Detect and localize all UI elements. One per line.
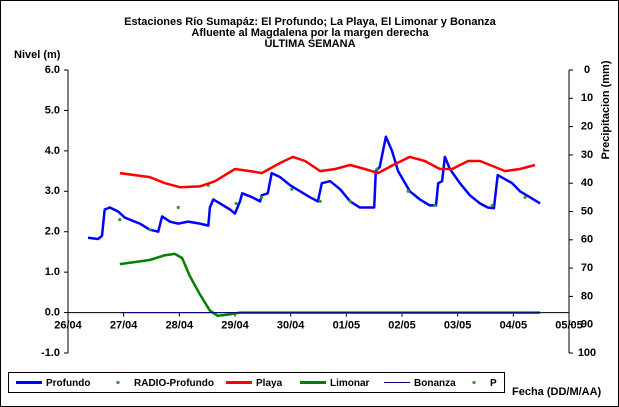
series-line xyxy=(87,135,541,241)
y2-tick-label: 40 xyxy=(581,177,593,189)
legend-label: Profundo xyxy=(46,378,90,389)
x-tick-label: 29/04 xyxy=(221,319,249,331)
legend-label: RADIO-Profundo xyxy=(134,378,214,389)
legend-label: P xyxy=(490,378,497,389)
y2-axis-label: Precipitacion (mm) xyxy=(600,60,612,159)
x-tick-label: 30/04 xyxy=(277,319,305,331)
chart-subtitle: ULTIMA SEMANA xyxy=(264,38,355,50)
y-tick-label: 4.0 xyxy=(45,145,60,157)
data-point xyxy=(375,167,379,171)
x-tick-label: 26/04 xyxy=(54,319,82,331)
y2-tick-label: 20 xyxy=(581,121,593,133)
y2-tick-label: 10 xyxy=(581,92,593,104)
legend-label: Playa xyxy=(256,378,283,389)
chart-title: Estaciones Río Sumapáz: El Profundo; La … xyxy=(124,16,497,28)
series-line xyxy=(119,252,541,318)
y2-tick-label: 50 xyxy=(581,205,593,217)
x-tick-label: 28/04 xyxy=(166,319,194,331)
legend-box xyxy=(8,372,505,393)
legend-swatch xyxy=(116,380,120,385)
data-point xyxy=(490,203,494,208)
legend-swatch xyxy=(472,380,476,385)
data-point xyxy=(433,203,437,208)
legend-label: Limonar xyxy=(330,378,370,389)
data-point xyxy=(260,195,264,199)
x-axis-label: Fecha (DD/M/AA) xyxy=(512,386,602,398)
series-line xyxy=(119,155,536,189)
y2-tick-label: 30 xyxy=(581,149,593,161)
data-point xyxy=(406,189,410,193)
y2-tick-label: 0 xyxy=(584,64,590,76)
data-point xyxy=(176,205,180,210)
y-tick-label: 6.0 xyxy=(45,64,60,76)
legend-label: Bonanza xyxy=(414,378,456,389)
data-point xyxy=(234,201,238,206)
x-tick-label: 01/05 xyxy=(333,319,361,331)
x-tick-label: 27/04 xyxy=(110,319,138,331)
x-tick-label: 02/05 xyxy=(388,319,416,331)
data-point xyxy=(290,187,294,191)
y2-tick-label: 100 xyxy=(578,347,596,359)
y-tick-label: 3.0 xyxy=(45,185,60,197)
y-axis-label: Nivel (m) xyxy=(14,49,61,61)
y2-tick-label: 80 xyxy=(581,290,593,302)
data-point xyxy=(148,228,152,232)
y-tick-label: 5.0 xyxy=(45,104,60,116)
data-point xyxy=(318,199,322,203)
x-tick-label: 03/05 xyxy=(444,319,472,331)
y-tick-label: 2.0 xyxy=(45,226,60,238)
chart-subtitle: Afluente al Magdalena por la margen dere… xyxy=(191,27,429,39)
data-point xyxy=(523,195,527,199)
y2-tick-label: 60 xyxy=(581,234,593,246)
data-point xyxy=(118,217,122,222)
y2-tick-label: 90 xyxy=(581,319,593,331)
x-tick-label: 04/05 xyxy=(500,319,528,331)
y-tick-label: -1.0 xyxy=(41,347,60,359)
y-tick-label: 0.0 xyxy=(45,306,60,318)
y-tick-label: 1.0 xyxy=(45,266,60,278)
x-tick-label: 05/05 xyxy=(555,319,583,331)
data-point xyxy=(348,199,352,203)
y2-tick-label: 70 xyxy=(581,262,593,274)
